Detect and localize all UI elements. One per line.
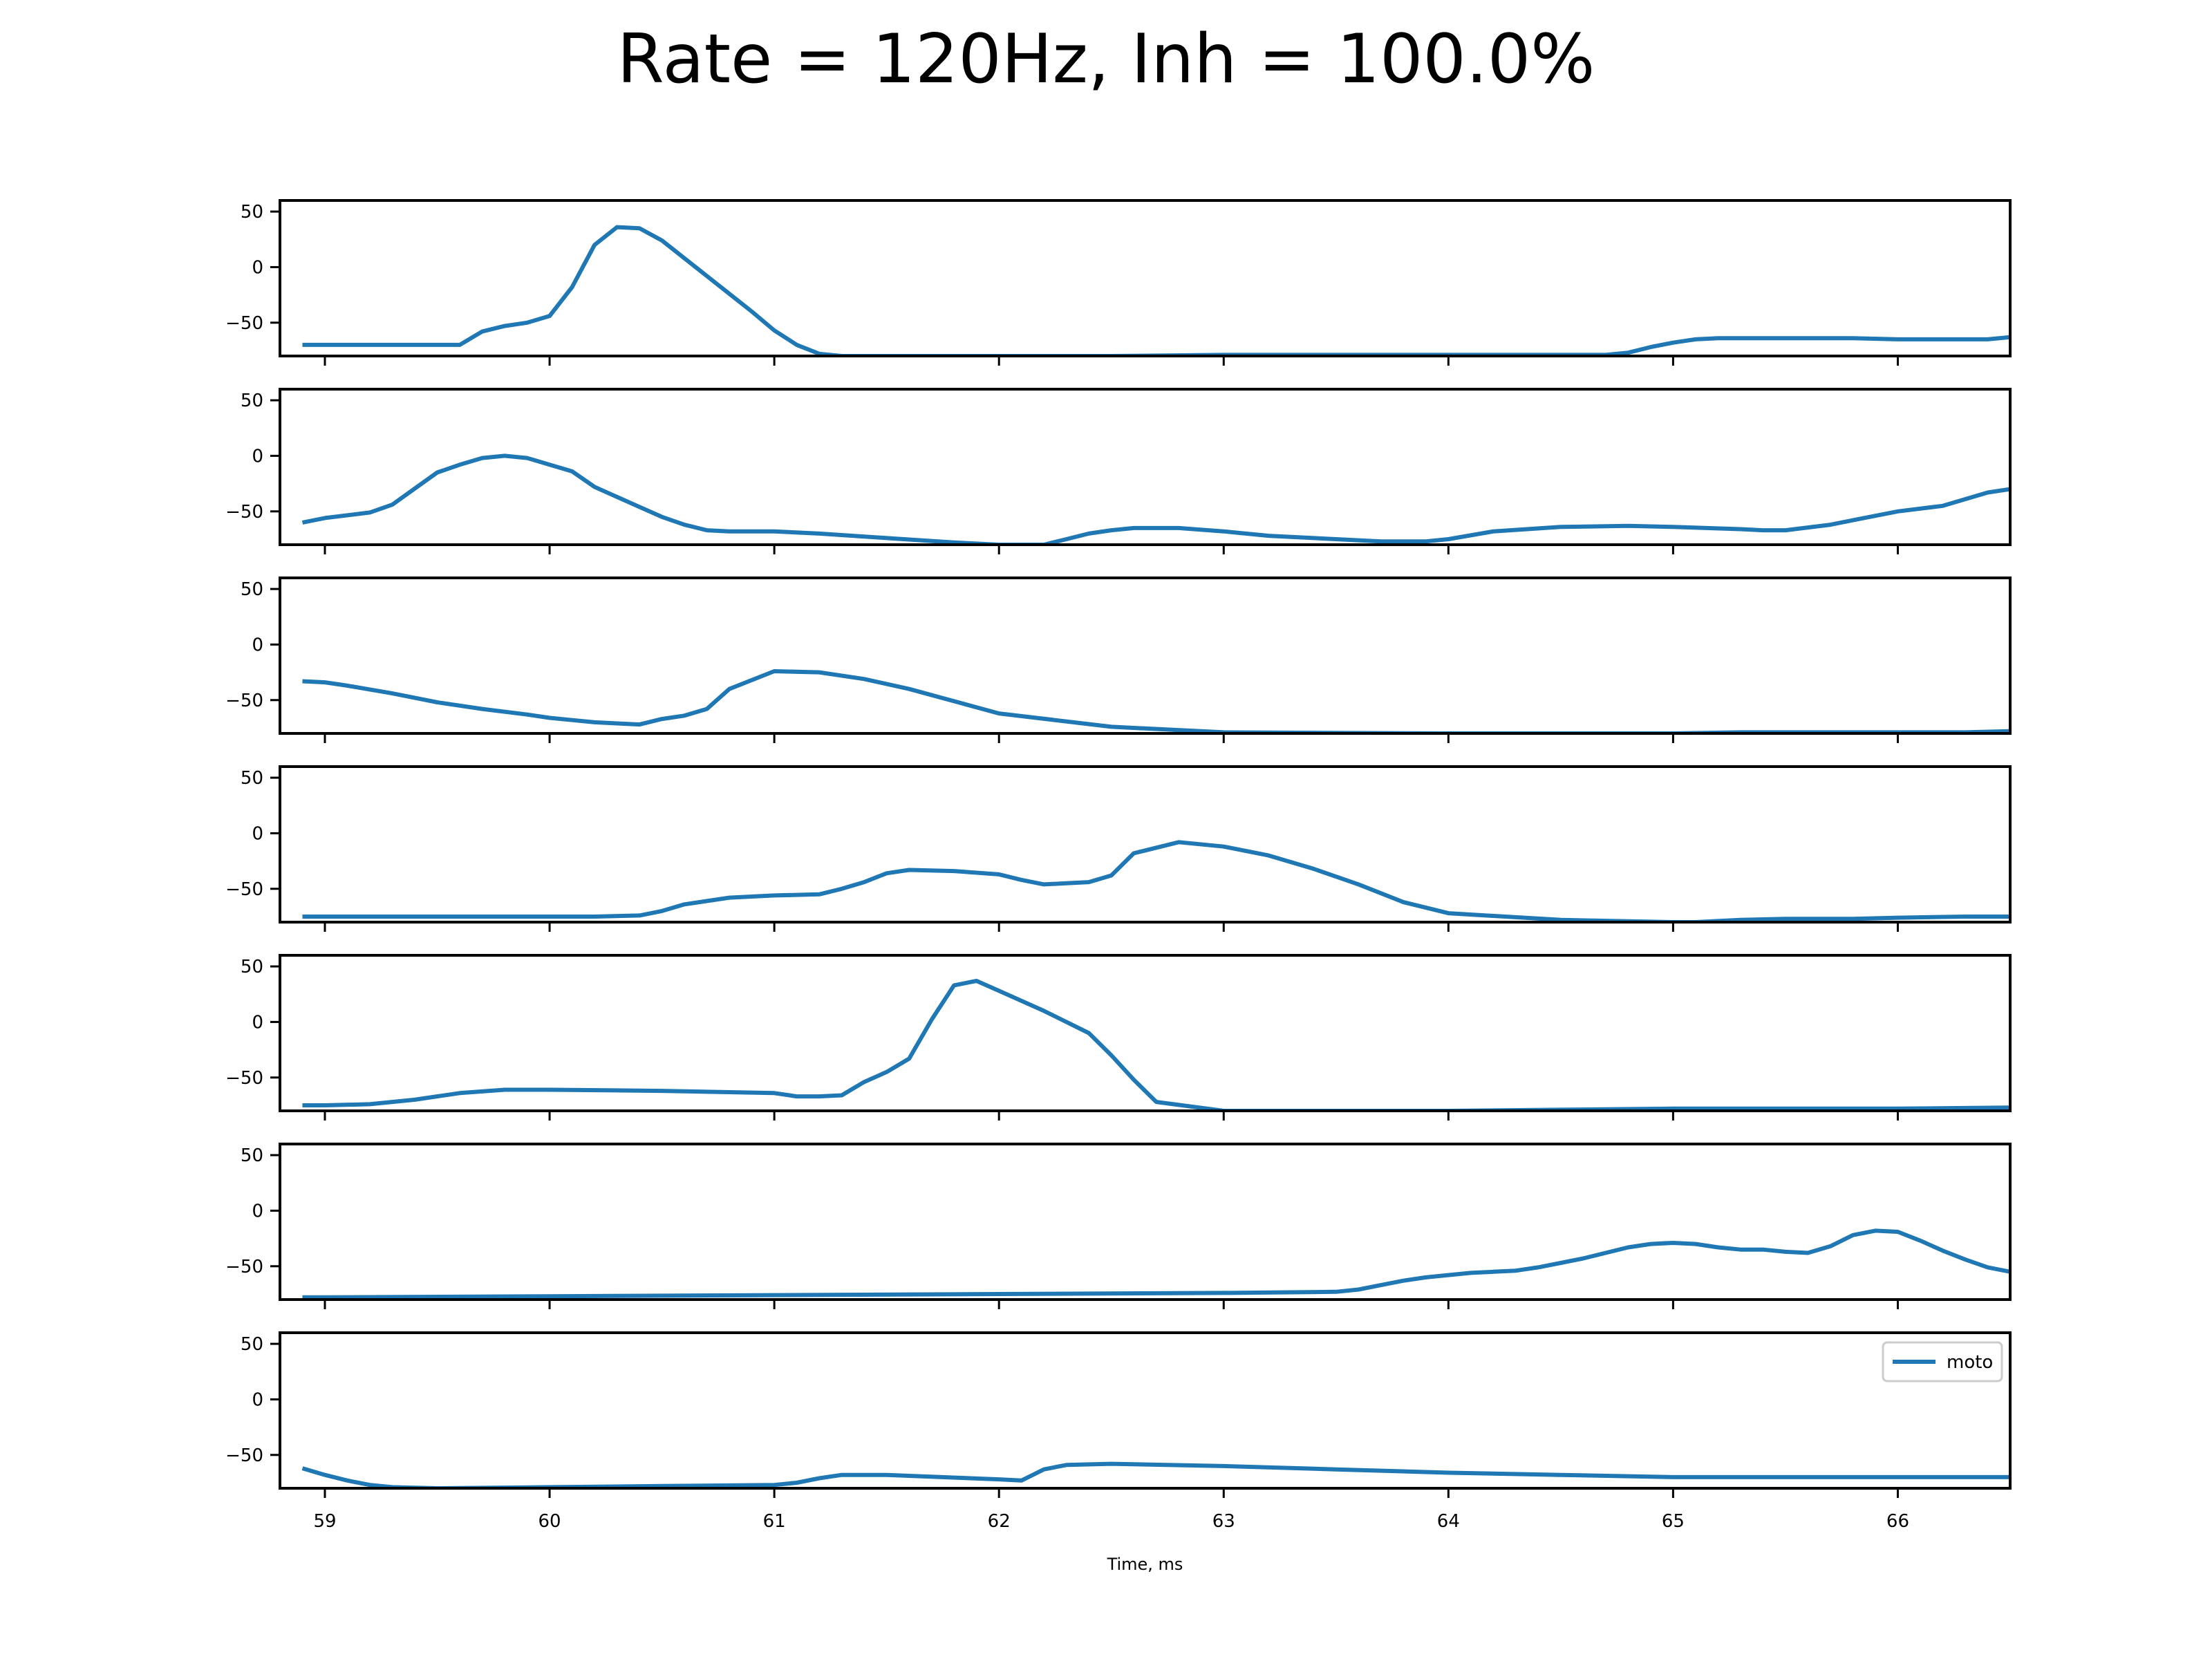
x-tick-label: 65 (1662, 1511, 1685, 1532)
series-line-moto (301, 453, 2010, 545)
x-tick-label: 59 (313, 1511, 336, 1532)
series-line-moto (302, 1228, 2010, 1300)
series-line-moto (301, 1461, 2010, 1488)
y-tick-label: 0 (252, 446, 263, 467)
y-tick-label: 50 (241, 202, 263, 223)
y-tick-label: 0 (252, 823, 263, 844)
panel-frame (279, 1331, 2012, 1490)
y-tick-label: 50 (241, 768, 263, 789)
y-tick-label: −50 (225, 691, 263, 711)
series-line-moto (302, 669, 2010, 733)
panel-frame (279, 765, 2012, 924)
x-axis-label: Time, ms (1107, 1555, 1183, 1574)
x-tick-label: 61 (763, 1511, 786, 1532)
y-tick-label: 0 (252, 257, 263, 278)
y-tick-label: 50 (241, 957, 263, 977)
y-tick-label: −50 (225, 879, 263, 900)
y-tick-label: 50 (241, 579, 263, 600)
y-tick-label: 0 (252, 1389, 263, 1410)
panel-frame (279, 1143, 2012, 1301)
series-line-moto (302, 225, 2010, 356)
legend-box (1882, 1341, 2003, 1382)
legend-label: moto (1947, 1352, 1993, 1373)
y-tick-label: −50 (225, 1068, 263, 1089)
y-tick-label: 50 (241, 391, 263, 411)
y-tick-label: 50 (241, 1334, 263, 1355)
y-tick-label: −50 (225, 502, 263, 523)
y-tick-label: −50 (225, 1257, 263, 1277)
y-tick-label: 0 (252, 1012, 263, 1033)
x-tick-label: 62 (988, 1511, 1011, 1532)
panel-frame (279, 954, 2012, 1112)
x-tick-label: 60 (538, 1511, 561, 1532)
series-line-moto (302, 840, 2010, 922)
x-tick-label: 64 (1437, 1511, 1460, 1532)
y-tick-label: 0 (252, 635, 263, 655)
y-tick-label: 0 (252, 1201, 263, 1221)
panel-frame (279, 577, 2012, 735)
y-tick-label: −50 (225, 1445, 263, 1466)
y-tick-label: −50 (225, 313, 263, 334)
panel-frame (279, 388, 2012, 546)
panel-frame (279, 199, 2012, 357)
y-tick-label: 50 (241, 1145, 263, 1166)
page-title: Rate = 120Hz, Inh = 100.0% (617, 20, 1595, 99)
x-tick-label: 63 (1212, 1511, 1235, 1532)
x-tick-label: 66 (1886, 1511, 1909, 1532)
series-line-moto (302, 979, 2010, 1111)
